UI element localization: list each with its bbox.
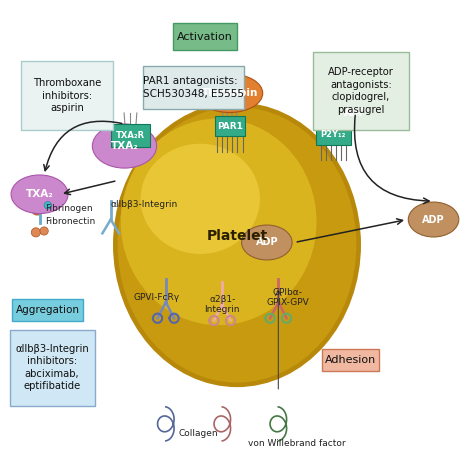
FancyBboxPatch shape xyxy=(111,124,150,146)
Text: ADP: ADP xyxy=(422,214,445,225)
FancyBboxPatch shape xyxy=(322,349,379,371)
Ellipse shape xyxy=(197,74,263,113)
Text: αIIbβ3-Integrin: αIIbβ3-Integrin xyxy=(111,200,178,209)
Circle shape xyxy=(44,201,52,209)
Text: Thrombin: Thrombin xyxy=(201,88,258,98)
Text: von Willebrand factor: von Willebrand factor xyxy=(248,438,346,448)
Text: PAR1 antagonists:
SCH530348, E5555: PAR1 antagonists: SCH530348, E5555 xyxy=(143,76,244,99)
Circle shape xyxy=(31,228,40,237)
FancyBboxPatch shape xyxy=(173,24,237,49)
Text: α2β1-
Integrin: α2β1- Integrin xyxy=(205,295,240,314)
FancyBboxPatch shape xyxy=(313,52,409,130)
FancyBboxPatch shape xyxy=(21,61,113,130)
Text: Activation: Activation xyxy=(177,31,233,42)
Text: Adhesion: Adhesion xyxy=(325,355,376,365)
Ellipse shape xyxy=(242,225,292,260)
Circle shape xyxy=(40,227,48,235)
Ellipse shape xyxy=(11,175,68,213)
Ellipse shape xyxy=(121,118,317,325)
Text: P2Y₁₂: P2Y₁₂ xyxy=(321,130,346,139)
Ellipse shape xyxy=(408,202,459,237)
Text: ADP: ADP xyxy=(255,237,278,248)
Ellipse shape xyxy=(118,107,356,383)
FancyBboxPatch shape xyxy=(316,124,351,145)
Text: PAR1: PAR1 xyxy=(217,122,243,131)
Ellipse shape xyxy=(330,95,381,130)
Text: GPVI-FcRγ: GPVI-FcRγ xyxy=(134,293,180,302)
Text: Aggregation: Aggregation xyxy=(16,304,80,315)
Text: Collagen: Collagen xyxy=(178,429,218,438)
Text: αIIbβ3-Integrin
inhibitors:
abciximab,
eptifibatide: αIIbβ3-Integrin inhibitors: abciximab, e… xyxy=(15,344,89,391)
Text: GPIbα-
GPIX-GPV: GPIbα- GPIX-GPV xyxy=(266,288,309,307)
Text: Platelet: Platelet xyxy=(206,229,268,243)
Text: ADP-receptor
antagonists:
clopidogrel,
prasugrel: ADP-receptor antagonists: clopidogrel, p… xyxy=(328,67,394,115)
Text: TXA₂R: TXA₂R xyxy=(116,131,145,140)
FancyBboxPatch shape xyxy=(215,116,245,136)
Text: ADP: ADP xyxy=(344,108,367,117)
Text: Thromboxane
inhibitors:
aspirin: Thromboxane inhibitors: aspirin xyxy=(33,78,101,113)
FancyBboxPatch shape xyxy=(12,298,83,321)
Text: Fibronectin: Fibronectin xyxy=(45,217,95,226)
FancyBboxPatch shape xyxy=(143,66,244,109)
Circle shape xyxy=(31,203,43,215)
FancyBboxPatch shape xyxy=(9,330,95,406)
Text: Fibrinogen: Fibrinogen xyxy=(45,205,93,213)
Text: TXA₂: TXA₂ xyxy=(26,189,54,199)
Ellipse shape xyxy=(141,144,260,254)
Ellipse shape xyxy=(92,124,156,168)
Text: TXA₂: TXA₂ xyxy=(110,141,138,151)
Ellipse shape xyxy=(113,103,361,387)
